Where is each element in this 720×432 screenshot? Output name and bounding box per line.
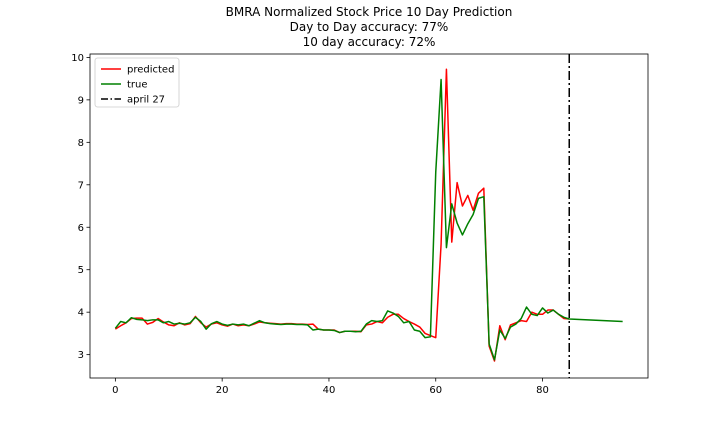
x-tick-label: 60: [429, 385, 442, 396]
x-tick-label: 40: [323, 385, 336, 396]
chart-title-line-2: Day to Day accuracy: 77%: [290, 20, 449, 34]
y-tick-label: 3: [78, 350, 84, 361]
chart-title-line-3: 10 day accuracy: 72%: [303, 35, 436, 49]
y-tick-label: 6: [78, 223, 84, 234]
series-group: [114, 54, 623, 378]
chart-title-line-1: BMRA Normalized Stock Price 10 Day Predi…: [226, 5, 513, 19]
x-tick-label: 20: [216, 385, 229, 396]
x-tick-label: 0: [112, 385, 118, 396]
y-tick-label: 10: [71, 53, 84, 64]
legend-label-predicted: predicted: [127, 65, 174, 76]
chart-title: BMRA Normalized Stock Price 10 Day Predi…: [226, 5, 513, 49]
y-tick-label: 5: [78, 265, 84, 276]
axes-frame: [89, 53, 649, 379]
legend-label-true: true: [127, 80, 148, 91]
legend: predicted true april 27: [94, 57, 180, 108]
axes: 0 20 40 60 80 3 4 5 6 7 8 9 10: [71, 53, 649, 396]
y-tick-label: 9: [78, 95, 84, 106]
series-line-true: [114, 78, 623, 361]
y-tick-label: 8: [78, 138, 84, 149]
y-tick-label: 4: [78, 308, 84, 319]
x-tick-label: 80: [536, 385, 549, 396]
legend-label-april-27: april 27: [127, 95, 165, 106]
legend-box: [94, 57, 180, 108]
y-tick-label: 7: [78, 180, 84, 191]
